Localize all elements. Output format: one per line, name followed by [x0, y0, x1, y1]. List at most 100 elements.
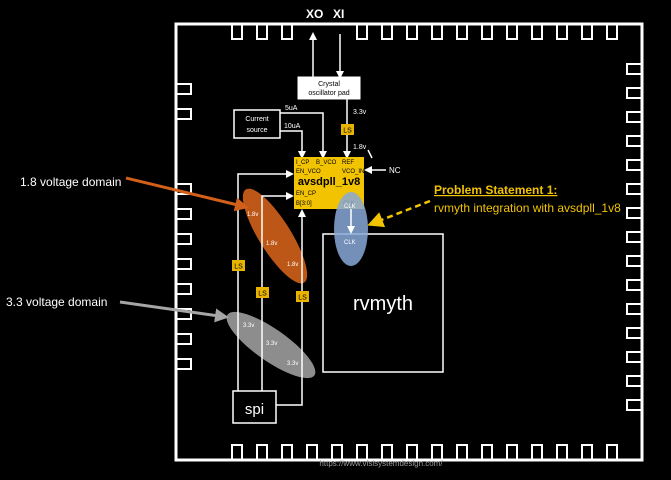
io-pad-top: [506, 24, 518, 40]
io-pad-right: [626, 279, 642, 291]
level-shifter-spi-3: [296, 291, 309, 302]
io-pad-bottom: [381, 444, 393, 460]
io-pad-top: [431, 24, 443, 40]
io-pad-right: [626, 399, 642, 411]
io-pad-bottom: [431, 444, 443, 460]
io-pad-bottom: [556, 444, 568, 460]
io-pad-left: [176, 308, 192, 320]
domain-3v3-label: 3.3 voltage domain: [6, 295, 107, 309]
io-pad-bottom: [256, 444, 268, 460]
pll-pin-ref: REF: [342, 160, 354, 166]
io-pad-right: [626, 159, 642, 171]
pll-title: avsdpll_1v8: [298, 176, 360, 188]
io-pad-right: [626, 231, 642, 243]
io-pad-top: [481, 24, 493, 40]
level-shifter-spi-1-label: LS: [234, 264, 243, 271]
v18-tag-3: 1.8v: [287, 262, 298, 268]
spi-wire-en-vco: [237, 170, 294, 391]
crystal-voltage-label: 3.3v: [353, 109, 367, 116]
domain-1v8-ellipse: [242, 188, 308, 284]
crystal-label-line1: Crystal: [318, 81, 340, 88]
level-shifter-ref-label: LS: [343, 128, 352, 135]
current-source-box: [233, 109, 281, 139]
pin-xi-label: XI: [333, 7, 344, 21]
io-pad-left: [176, 358, 192, 370]
spi-wire-b: [276, 209, 306, 406]
io-pad-left: [176, 183, 192, 195]
io-pad-right: [626, 87, 642, 99]
level-shifter-spi-2: [256, 287, 269, 298]
nc-label: NC: [389, 166, 401, 175]
io-pad-bottom: [306, 444, 318, 460]
io-pad-left: [176, 233, 192, 245]
io-pad-top: [231, 24, 243, 40]
pll-pin-en-cp: EN_CP: [296, 191, 316, 197]
pad-ring-left: [176, 83, 192, 370]
level-shifter-spi-3-label: LS: [298, 295, 307, 302]
domain-1v8-label: 1.8 voltage domain: [20, 175, 121, 189]
pad-ring-right: [626, 63, 642, 411]
level-shifter-spi-2-label: LS: [258, 291, 267, 298]
io-pad-top: [531, 24, 543, 40]
io-pad-top: [606, 24, 618, 40]
v33-tag-3: 3.3v: [287, 361, 298, 367]
io-pad-bottom: [531, 444, 543, 460]
io-pad-top: [456, 24, 468, 40]
io-pad-right: [626, 183, 642, 195]
io-pad-top: [556, 24, 568, 40]
io-pad-right: [626, 375, 642, 387]
v18-tag-1: 1.8v: [247, 212, 258, 218]
level-shifter-spi-1: [232, 260, 245, 271]
spi-block: [232, 390, 277, 424]
current-source-label-line1: Current: [245, 116, 268, 123]
v33-tag-2: 3.3v: [266, 341, 277, 347]
domain-3v3-ellipse: [226, 311, 316, 379]
io-pad-bottom: [331, 444, 343, 460]
current-10ua-label: 10uA: [284, 123, 301, 130]
io-pad-top: [381, 24, 393, 40]
crystal-label-line2: oscillator pad: [308, 90, 349, 97]
io-pad-right: [626, 111, 642, 123]
level-shifter-ref: [341, 124, 354, 135]
footer-url: https://www.vlsisystemdesign.com/: [319, 459, 443, 468]
io-pad-top: [256, 24, 268, 40]
io-pad-left: [176, 83, 192, 95]
pad-ring-top: [231, 24, 618, 40]
domain-3v3-pointer: [119, 300, 229, 323]
rvmyth-label: rvmyth: [353, 293, 413, 315]
pll-pin-b: B[3:0]: [296, 201, 312, 207]
current-5ua-label: 5uA: [285, 105, 298, 112]
crystal-oscillator-pad: [297, 76, 361, 100]
io-pad-bottom: [481, 444, 493, 460]
io-pad-bottom: [506, 444, 518, 460]
current-10ua-line: [280, 130, 306, 159]
io-pad-bottom: [406, 444, 418, 460]
io-pad-top: [356, 24, 368, 40]
io-pad-bottom: [581, 444, 593, 460]
rvmyth-clk-label: CLK: [344, 240, 356, 246]
problem-statement-text: rvmyth integration with avsdpll_1v8: [434, 201, 621, 215]
spi-label: spi: [245, 401, 264, 418]
pll-pin-b-vco: B_VCO: [316, 160, 337, 166]
io-pad-bottom: [281, 444, 293, 460]
pad-ring-bottom: [231, 444, 618, 460]
io-pad-top: [406, 24, 418, 40]
pin-xo-label: XO: [306, 7, 323, 21]
current-5ua-line: [280, 112, 327, 159]
io-pad-right: [626, 255, 642, 267]
io-pad-left: [176, 208, 192, 220]
io-pad-left: [176, 108, 192, 120]
io-pad-top: [281, 24, 293, 40]
pll-pin-i-cp: I_CP: [296, 160, 309, 166]
io-pad-right: [626, 351, 642, 363]
v18-tag-2: 1.8v: [266, 241, 277, 247]
io-pad-left: [176, 333, 192, 345]
io-pad-bottom: [231, 444, 243, 460]
io-pad-left: [176, 283, 192, 295]
pll-pin-en-vco: EN_VCO: [296, 169, 321, 175]
cursor-mark: [367, 149, 373, 159]
current-source-label-line2: source: [246, 127, 267, 134]
domain-1v8-pointer: [125, 176, 249, 212]
